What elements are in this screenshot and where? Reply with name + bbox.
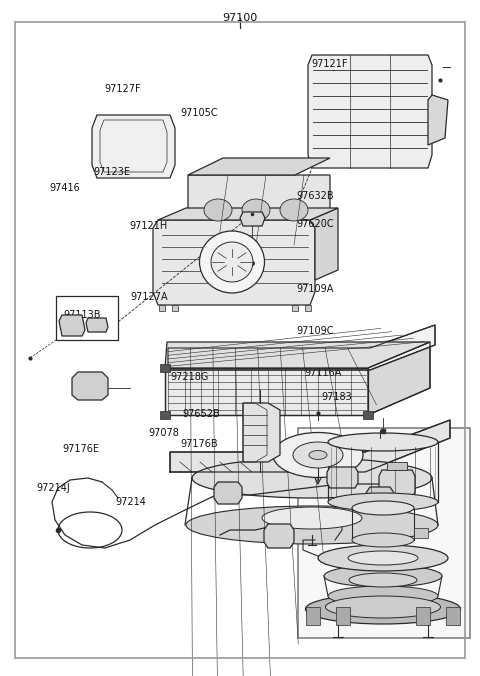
Text: 97123E: 97123E [94,168,131,177]
Ellipse shape [318,545,448,571]
Polygon shape [366,487,394,510]
Polygon shape [243,403,280,462]
Polygon shape [86,318,108,332]
Polygon shape [72,372,108,400]
Text: 97105C: 97105C [180,108,217,118]
Bar [160,364,170,372]
Text: 97100: 97100 [222,13,258,22]
Polygon shape [308,55,432,168]
Polygon shape [168,325,435,370]
Ellipse shape [352,533,414,547]
Ellipse shape [328,433,438,451]
Polygon shape [188,175,330,245]
Bar [159,305,165,311]
Ellipse shape [186,506,438,544]
Polygon shape [240,212,265,226]
Text: 97113B: 97113B [64,310,101,320]
Polygon shape [158,208,338,220]
Ellipse shape [305,594,460,624]
Ellipse shape [325,596,441,618]
Bar [336,607,350,625]
Polygon shape [214,482,242,504]
Polygon shape [188,158,330,175]
Ellipse shape [242,199,270,221]
Ellipse shape [352,501,414,515]
Ellipse shape [328,586,438,606]
Ellipse shape [324,565,442,587]
Text: 97109C: 97109C [297,327,334,336]
Ellipse shape [273,433,363,477]
Ellipse shape [192,458,432,498]
Polygon shape [92,115,175,178]
Text: 97632B: 97632B [297,191,334,201]
Bar [56,296,118,340]
Ellipse shape [204,199,232,221]
Polygon shape [264,524,294,548]
Text: 97116A: 97116A [304,368,342,378]
Text: 97218G: 97218G [170,372,209,381]
Ellipse shape [262,507,362,529]
Polygon shape [165,368,368,415]
Ellipse shape [349,573,417,587]
Text: 97214J: 97214J [36,483,70,493]
Ellipse shape [328,493,438,511]
Text: 97214: 97214 [115,497,146,506]
Polygon shape [327,467,358,488]
Polygon shape [368,342,430,415]
Text: 97121F: 97121F [311,59,348,68]
Polygon shape [170,420,450,472]
Ellipse shape [309,450,327,460]
Polygon shape [165,342,430,368]
Text: 97109A: 97109A [297,285,334,294]
Polygon shape [59,315,85,336]
Bar [387,462,407,470]
Text: 97176E: 97176E [62,444,99,454]
Polygon shape [153,220,315,305]
Text: 97078: 97078 [149,429,180,438]
Text: 97416: 97416 [49,183,80,193]
Text: 97183: 97183 [322,392,352,402]
Ellipse shape [348,551,418,565]
Text: 97176B: 97176B [180,439,217,449]
Ellipse shape [293,442,343,468]
Ellipse shape [200,231,264,293]
Bar [363,411,373,419]
Bar [305,305,311,311]
Bar [416,607,430,625]
Text: 97127A: 97127A [131,293,168,302]
Ellipse shape [280,199,308,221]
Text: 97620C: 97620C [297,220,334,229]
Bar [446,607,460,625]
Bar [172,305,178,311]
Polygon shape [310,208,338,280]
Text: 97127F: 97127F [105,84,141,94]
Polygon shape [428,95,448,145]
Bar [414,528,428,538]
Polygon shape [379,470,415,498]
Text: 97652B: 97652B [182,409,220,418]
Bar [292,305,298,311]
Ellipse shape [211,242,253,282]
Text: 97121H: 97121H [130,221,168,231]
Bar [306,607,320,625]
Text: 97155B: 97155B [323,444,360,454]
Bar [298,428,470,638]
Bar [160,411,170,419]
